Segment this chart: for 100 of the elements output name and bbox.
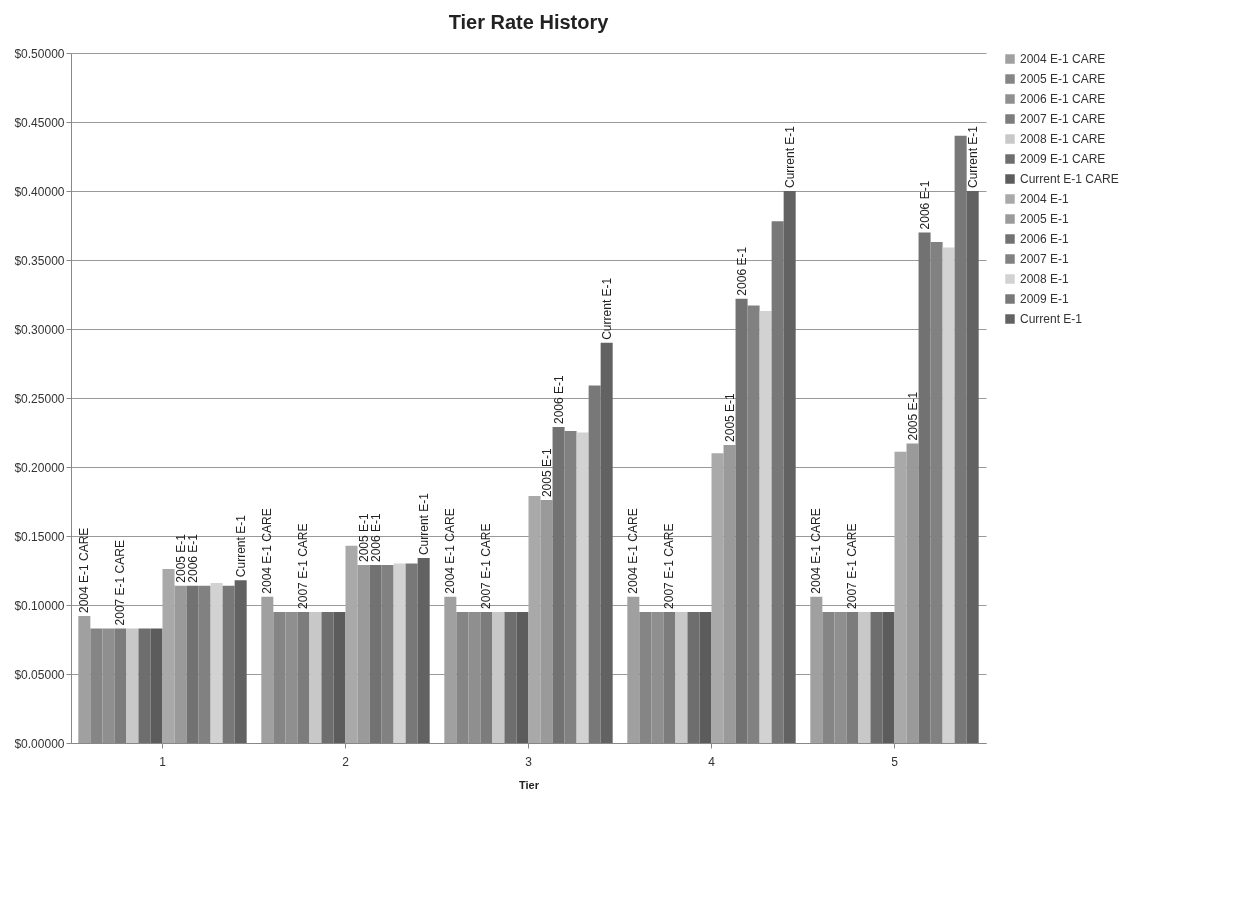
bar [333,611,346,743]
y-tick-label: $0.10000 [14,598,65,613]
annotation: 2005 E-1 [539,448,554,498]
legend-label: Current E-1 [1020,312,1083,326]
bar [234,580,247,743]
annotation: 2005 E-1 [905,391,920,441]
x-tick-label: 1 [159,754,167,769]
legend-label: 2004 E-1 [1020,192,1070,206]
y-tick-label: $0.50000 [14,46,65,61]
bar [321,611,334,743]
y-tick-label: $0.45000 [14,115,65,130]
annotation: Current E-1 [233,514,248,578]
y-tick-label: $0.25000 [14,391,65,406]
y-tick-label: $0.20000 [14,460,65,475]
bar [576,432,589,743]
legend-label: 2008 E-1 CARE [1020,132,1106,146]
bar [369,564,382,743]
x-tick-label: 3 [525,754,533,769]
legend-label: 2009 E-1 [1020,292,1070,306]
bar [954,135,967,743]
bar [210,582,223,743]
annotation: 2004 E-1 CARE [260,508,275,594]
bar [942,247,955,743]
bar [492,611,505,743]
bar [687,611,700,743]
bar [150,628,163,743]
bar [735,298,748,743]
bar [966,191,979,743]
annotation: 2007 E-1 CARE [845,523,860,609]
legend-label: 2005 E-1 [1020,212,1070,226]
bar [600,342,613,743]
legend-label: 2004 E-1 CARE [1020,52,1106,66]
bar [174,585,187,743]
annotation: 2006 E-1 [368,512,383,562]
annotation: 2007 E-1 CARE [296,523,311,609]
annotation: Current E-1 [965,125,980,188]
x-tick-label: 5 [891,754,899,769]
legend-label: 2009 E-1 CARE [1020,152,1106,166]
legend-label: 2007 E-1 [1020,252,1070,266]
annotation: 2004 E-1 CARE [443,508,458,594]
annotation: 2007 E-1 CARE [479,523,494,609]
legend-label: 2006 E-1 CARE [1020,92,1106,106]
bar [345,545,358,743]
legend-label: 2006 E-1 [1020,232,1070,246]
bar [675,611,688,743]
y-tick-label: $0.00000 [14,736,65,751]
annotation: 2004 E-1 CARE [77,527,92,614]
legend-label: 2005 E-1 CARE [1020,72,1106,86]
annotation: 2007 E-1 CARE [662,523,677,609]
y-tick-label: $0.40000 [14,184,65,199]
bar [552,426,565,743]
annotation: 2005 E-1 [356,512,371,562]
bar [858,611,871,743]
annotation: Current E-1 [599,277,614,340]
bar [771,221,784,743]
bar [504,611,517,743]
annotation: 2006 E-1 [185,533,200,583]
x-axis-title: Tier [519,778,540,791]
bar [870,611,883,743]
bar [309,611,322,743]
bar [711,453,724,743]
bar [783,191,796,743]
y-tick-label: $0.30000 [14,322,65,337]
x-tick-label: 4 [708,754,716,769]
bar [126,628,139,743]
chart-title: Tier Rate History [448,11,610,33]
bar [588,385,601,743]
bar [723,444,736,743]
legend-label: Current E-1 CARE [1020,172,1119,186]
bar [516,611,529,743]
y-tick-label: $0.35000 [14,253,65,268]
bar [393,563,406,743]
annotation: 2006 E-1 [551,374,566,424]
legend-label: 2007 E-1 CARE [1020,112,1106,126]
bar [894,451,907,743]
annotation: Current E-1 [416,492,431,556]
annotation: 2006 E-1 [917,180,932,230]
bar [759,311,772,743]
bar [918,232,931,743]
annotation: 2004 E-1 CARE [626,508,641,594]
bar [882,611,895,743]
x-tick-label: 2 [342,754,350,769]
annotation: 2005 E-1 [173,533,188,583]
bar [528,495,541,743]
annotation: 2005 E-1 [722,392,737,442]
y-tick-label: $0.05000 [14,667,65,682]
bar [699,611,712,743]
annotation: Current E-1 [782,125,797,188]
bar [906,443,919,743]
legend-label: 2008 E-1 [1020,272,1070,286]
bar [357,564,370,743]
bar [405,563,418,743]
bar [138,628,151,743]
bar [186,585,199,743]
bar [540,500,553,743]
bar [417,558,430,743]
bar [222,585,235,743]
annotation: 2004 E-1 CARE [809,508,824,594]
bar [162,569,175,743]
annotation: 2007 E-1 CARE [113,540,128,626]
